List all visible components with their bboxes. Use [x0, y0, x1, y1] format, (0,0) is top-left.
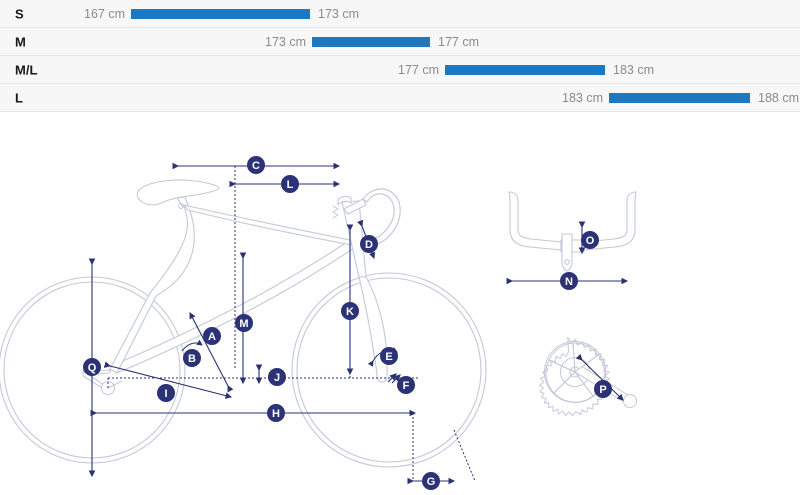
svg-text:O: O: [586, 235, 595, 247]
svg-text:L: L: [287, 179, 294, 191]
svg-text:G: G: [427, 476, 436, 488]
svg-text:Q: Q: [88, 362, 97, 374]
svg-text:F: F: [403, 380, 410, 392]
svg-text:N: N: [565, 276, 573, 288]
svg-text:M: M: [239, 318, 248, 330]
svg-text:I: I: [164, 388, 167, 400]
svg-text:J: J: [274, 372, 280, 384]
svg-text:H: H: [272, 408, 280, 420]
svg-text:A: A: [208, 331, 216, 343]
svg-text:E: E: [385, 351, 392, 363]
svg-text:D: D: [365, 239, 373, 251]
svg-text:B: B: [188, 353, 196, 365]
svg-text:K: K: [346, 306, 354, 318]
svg-text:C: C: [252, 160, 260, 172]
svg-text:P: P: [599, 384, 606, 396]
